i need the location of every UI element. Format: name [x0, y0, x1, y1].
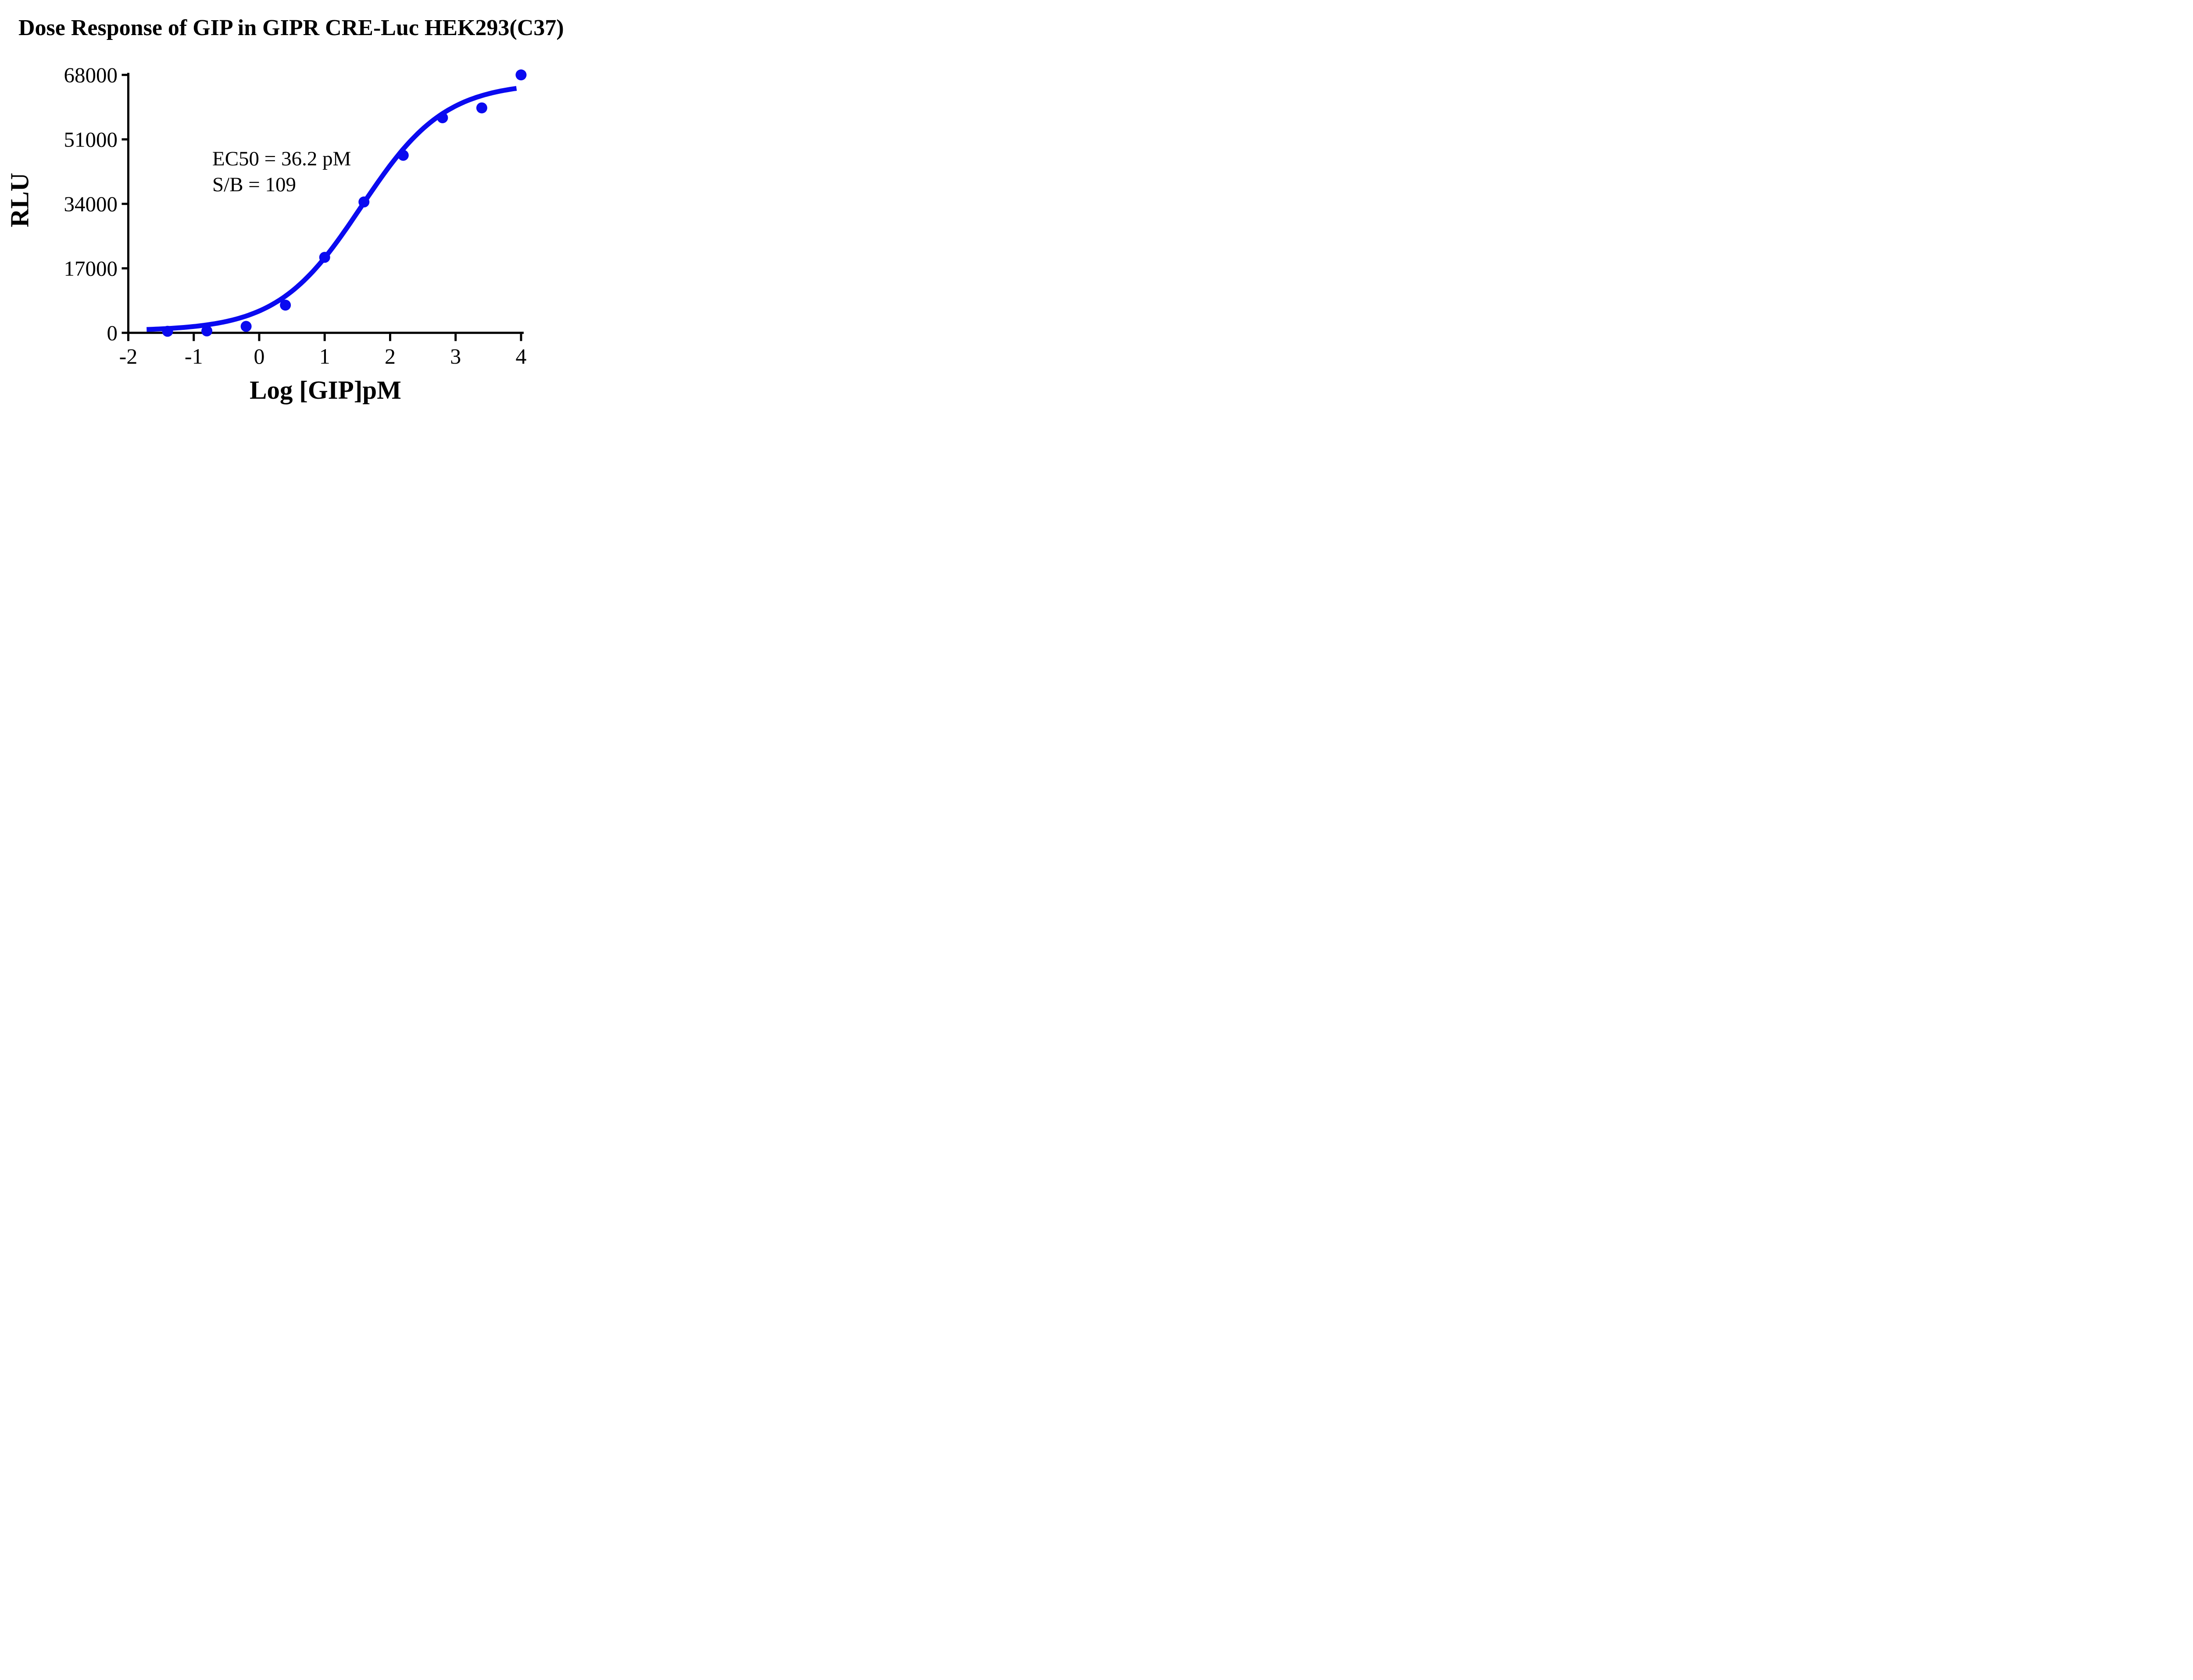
- data-point: [437, 112, 448, 123]
- x-tick-label: 3: [450, 344, 461, 368]
- x-tick-label: 2: [385, 344, 396, 368]
- axes-layer: 0 17000 34000 51000 68000 -2 -1 0 1 2 3 4: [64, 63, 527, 368]
- data-point: [358, 196, 370, 207]
- chart-canvas: 0 17000 34000 51000 68000 -2 -1 0 1 2 3 4 EC50 = 36…: [64, 63, 527, 368]
- data-point: [319, 252, 330, 263]
- annotation-ec50: EC50 = 36.2 pM: [212, 147, 351, 170]
- chart-title: Dose Response of GIP in GIPR CRE-Luc HEK…: [18, 15, 564, 40]
- y-tick-label: 0: [107, 321, 118, 345]
- data-point: [162, 325, 173, 337]
- plot-area: 0 17000 34000 51000 68000 -2 -1 0 1 2 3 4 EC50 = 36…: [64, 63, 527, 368]
- data-point: [476, 102, 487, 114]
- x-tick-label: 0: [254, 344, 265, 368]
- annotation-sb: S/B = 109: [212, 173, 296, 196]
- x-tick-label: 4: [516, 344, 527, 368]
- series-layer: [146, 69, 527, 337]
- fit-curve: [146, 86, 517, 332]
- data-point: [397, 150, 409, 161]
- x-axis-title: Log [GIP]pM: [250, 375, 401, 404]
- data-point: [201, 325, 213, 336]
- data-point: [280, 300, 291, 311]
- x-tick-label: 1: [319, 344, 330, 368]
- x-tick-label: -1: [185, 344, 203, 368]
- y-tick-label: 34000: [64, 192, 118, 216]
- y-tick-label: 17000: [64, 256, 118, 280]
- x-tick-label: -2: [119, 344, 138, 368]
- data-point: [240, 321, 252, 332]
- data-point: [515, 69, 527, 81]
- dose-response-figure: Dose Response of GIP in GIPR CRE-Luc HEK…: [0, 0, 647, 420]
- y-tick-label: 51000: [64, 127, 118, 151]
- y-tick-label: 68000: [64, 63, 118, 87]
